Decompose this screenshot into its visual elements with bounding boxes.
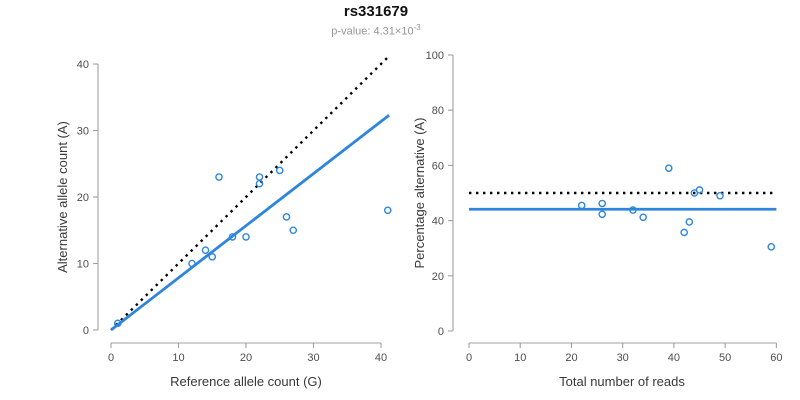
y-axis-title: Percentage alternative (A) <box>412 117 427 268</box>
data-point <box>228 233 237 241</box>
y-tick-label: 60 <box>432 160 444 172</box>
x-tick-label: 10 <box>172 352 184 364</box>
x-tick-label: 20 <box>565 352 577 364</box>
data-point <box>577 201 586 210</box>
data-point <box>282 213 291 221</box>
y-tick-label: 40 <box>77 59 89 71</box>
y-tick-label: 100 <box>426 50 444 62</box>
y-tick-label: 0 <box>438 326 444 338</box>
y-tick-label: 80 <box>432 105 444 117</box>
left-panel: 0 10 20 30 40 0 10 20 30 40 Reference allele count… <box>55 56 392 389</box>
x-tick-label: 30 <box>617 352 629 364</box>
data-point <box>598 210 606 219</box>
figure-subtitle: p-value: 4.31×10-3 <box>76 21 676 39</box>
y-tick-label: 0 <box>83 325 89 337</box>
y-axis-title: Alternative allele count (A) <box>55 121 70 273</box>
data-point <box>767 243 776 251</box>
data-point <box>289 226 298 235</box>
pvalue-exponent: -3 <box>413 23 421 32</box>
data-point <box>201 246 210 254</box>
data-point <box>215 173 223 181</box>
y-tick-label: 40 <box>432 216 444 228</box>
x-tick-label: 40 <box>375 352 387 364</box>
fit-line <box>110 114 390 332</box>
x-tick-label: 50 <box>719 352 731 364</box>
y-tick-label: 20 <box>432 271 444 283</box>
pvalue-text: p-value: 4.31×10 <box>331 25 414 38</box>
x-tick-label: 60 <box>770 352 782 364</box>
data-point <box>664 164 673 172</box>
data-point <box>113 319 122 328</box>
y-tick-label: 20 <box>77 192 89 204</box>
data-point <box>639 213 647 222</box>
x-axis-title: Reference allele count (G) <box>170 374 322 389</box>
data-point <box>242 233 250 241</box>
x-tick-label: 0 <box>108 352 114 364</box>
data-point <box>680 228 688 237</box>
data-point <box>598 199 606 208</box>
figure-title: rs331679 <box>343 3 409 20</box>
data-point <box>188 259 196 268</box>
data-point <box>255 179 264 188</box>
data-point <box>685 218 694 226</box>
y-tick-label: 10 <box>77 259 89 271</box>
figure-header: rs331679 p-value: 4.31×10-3 <box>76 3 676 39</box>
data-point <box>275 166 284 175</box>
x-tick-label: 30 <box>307 352 319 364</box>
x-tick-label: 40 <box>668 352 680 364</box>
data-point <box>208 253 217 261</box>
x-tick-label: 0 <box>466 352 472 364</box>
data-point <box>716 191 724 200</box>
data-point <box>695 186 704 194</box>
right-panel: 0 20 40 60 80 100 0 10 20 30 40 50 60 Total number of… <box>412 50 783 389</box>
x-tick-label: 10 <box>514 352 526 364</box>
data-point <box>629 206 637 214</box>
y-tick-label: 30 <box>77 126 89 138</box>
data-point <box>383 206 392 215</box>
identity-line <box>110 56 389 331</box>
x-axis-title: Total number of reads <box>559 374 685 389</box>
data-point <box>255 173 264 181</box>
x-tick-label: 20 <box>240 352 252 364</box>
